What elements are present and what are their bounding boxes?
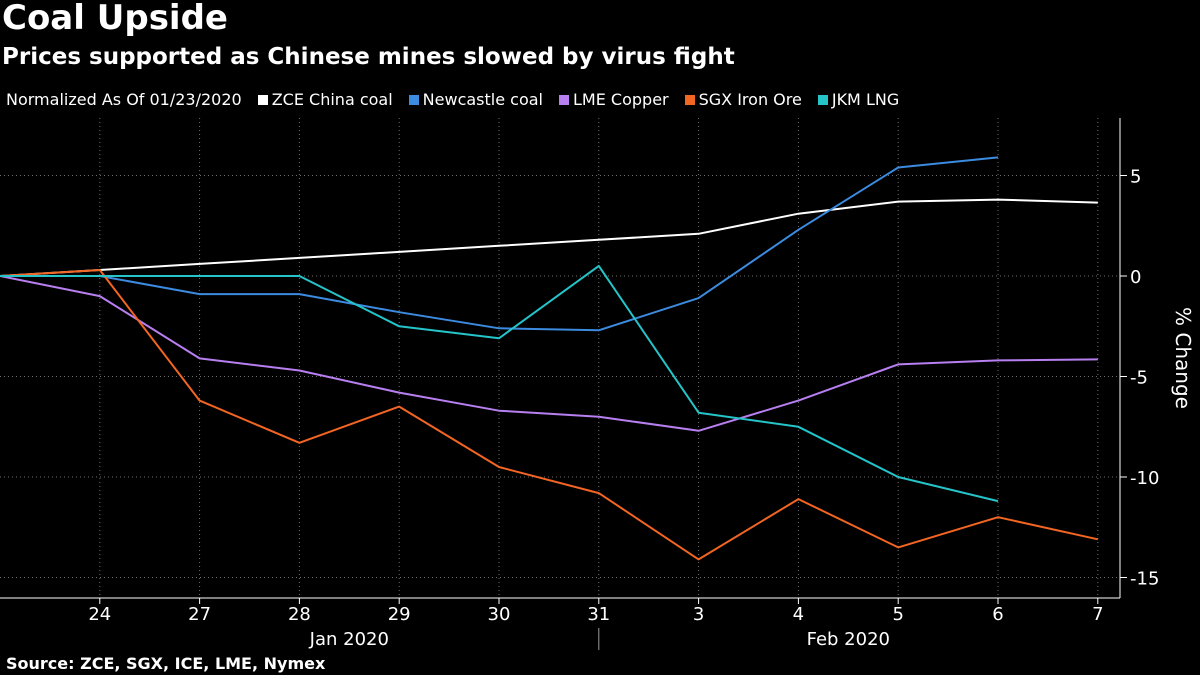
x-month-label: Feb 2020 <box>807 629 890 650</box>
chart-subtitle: Prices supported as Chinese mines slowed… <box>2 44 735 70</box>
series-line-3 <box>0 269 1099 561</box>
x-tick-label: 5 <box>892 604 903 625</box>
legend-item-zce: ZCE China coal <box>257 90 393 109</box>
x-tick-label: 4 <box>793 604 804 625</box>
y-axis-title: % Change <box>1171 307 1195 409</box>
x-tick-label: 27 <box>188 604 211 625</box>
chart-title: Coal Upside <box>2 0 228 38</box>
legend-swatch-zce <box>257 94 268 105</box>
series-line-1 <box>0 156 999 332</box>
legend-item-iron-ore: SGX Iron Ore <box>684 90 802 109</box>
y-tick-label: 0 <box>1130 267 1141 288</box>
x-tick-label: 31 <box>587 604 610 625</box>
x-tick-label: 30 <box>488 604 511 625</box>
x-tick-label: 28 <box>288 604 311 625</box>
legend-label-lng: JKM LNG <box>831 90 900 109</box>
legend-label-zce: ZCE China coal <box>271 90 393 109</box>
legend-swatch-iron-ore <box>684 94 695 105</box>
legend-item-copper: LME Copper <box>559 90 669 109</box>
legend-label-iron-ore: SGX Iron Ore <box>698 90 802 109</box>
y-tick-label: -10 <box>1130 468 1159 489</box>
y-tick-label: -5 <box>1130 368 1148 389</box>
legend: Normalized As Of 01/23/2020 ZCE China co… <box>6 90 915 109</box>
x-tick-label: 6 <box>992 604 1003 625</box>
legend-swatch-copper <box>559 94 569 105</box>
source-note: Source: ZCE, SGX, ICE, LME, Nymex <box>6 654 326 673</box>
legend-item-newcastle: Newcastle coal <box>408 90 543 109</box>
y-tick-label: -15 <box>1130 569 1159 590</box>
y-tick-label: 5 <box>1130 167 1141 188</box>
x-tick-label: 24 <box>88 604 111 625</box>
series-line-2 <box>0 275 1098 432</box>
legend-swatch-lng <box>817 94 828 105</box>
x-tick-label: 3 <box>693 604 704 625</box>
legend-label-copper: LME Copper <box>573 90 669 109</box>
series-line-4 <box>0 264 999 503</box>
series-line-0 <box>0 198 1098 277</box>
x-tick-label: 29 <box>388 604 411 625</box>
x-tick-label: 7 <box>1092 604 1103 625</box>
x-month-label: Jan 2020 <box>309 629 389 650</box>
legend-normalized-note: Normalized As Of 01/23/2020 <box>6 90 242 109</box>
legend-swatch-newcastle <box>408 94 419 105</box>
legend-label-newcastle: Newcastle coal <box>422 90 543 109</box>
legend-item-lng: JKM LNG <box>817 90 900 109</box>
